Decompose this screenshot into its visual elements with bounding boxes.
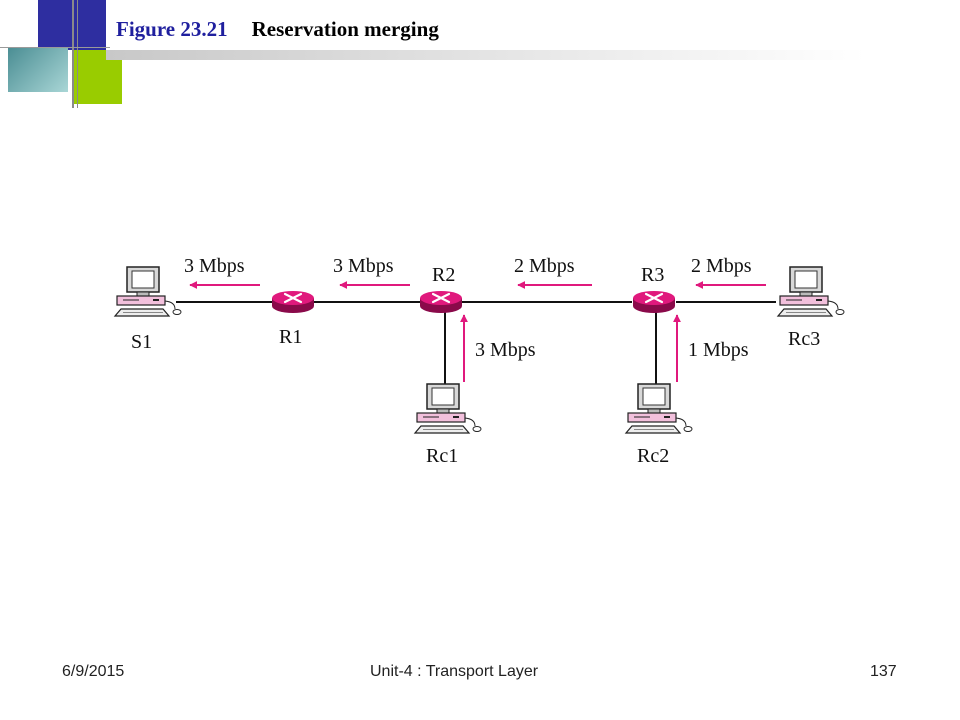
computer-icon — [625, 383, 693, 434]
rate-label-rc2-r3: 1 Mbps — [688, 339, 749, 361]
computer-icon — [777, 266, 845, 317]
corner-decoration-line — [77, 0, 78, 108]
slide-title: Figure 23.21 Reservation merging — [116, 17, 439, 42]
router-icon — [270, 289, 316, 315]
rate-label-rc3-r3: 2 Mbps — [691, 255, 752, 277]
footer-date: 6/9/2015 — [62, 663, 125, 680]
rate-label-r2-r1: 3 Mbps — [333, 255, 394, 277]
corner-decoration-line — [72, 0, 74, 108]
node-label-rc2: Rc2 — [637, 445, 669, 467]
node-label-r3: R3 — [641, 264, 664, 286]
footer-title: Unit-4 : Transport Layer — [370, 663, 539, 680]
page-number: 137 — [870, 663, 897, 680]
computer-icon — [114, 266, 182, 317]
node-label-r1: R1 — [279, 326, 302, 348]
figure-caption: Reservation merging — [251, 17, 439, 41]
corner-decoration-teal — [8, 47, 68, 92]
corner-decoration-line — [0, 47, 110, 48]
rate-label-r3-r2: 2 Mbps — [514, 255, 575, 277]
node-label-r2: R2 — [432, 264, 455, 286]
figure-number: Figure 23.21 — [116, 17, 228, 41]
title-underline — [106, 50, 866, 60]
rate-label-rc1-r2: 3 Mbps — [475, 339, 536, 361]
router-icon — [631, 289, 677, 315]
node-label-rc1: Rc1 — [426, 445, 458, 467]
router-icon — [418, 289, 464, 315]
computer-icon — [414, 383, 482, 434]
node-label-rc3: Rc3 — [788, 328, 820, 350]
node-label-s1: S1 — [131, 331, 152, 353]
rate-label-r1-s1: 3 Mbps — [184, 255, 245, 277]
